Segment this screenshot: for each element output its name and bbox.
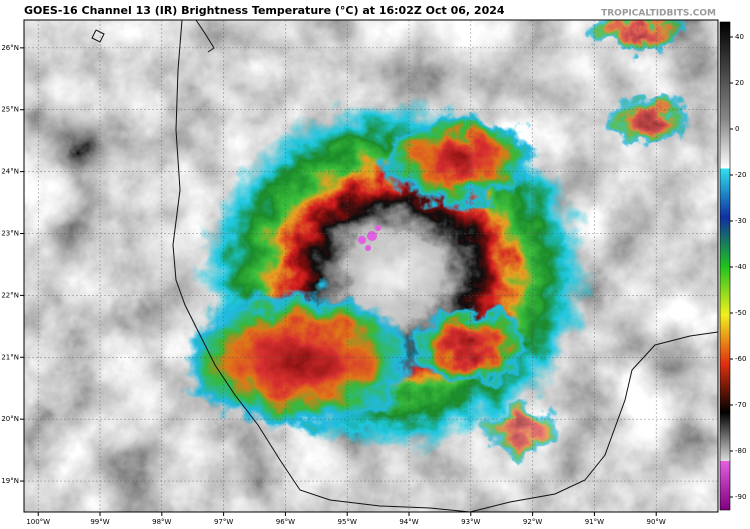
- cold-tops: [358, 225, 381, 251]
- y-tick-label: 23°N: [1, 230, 19, 238]
- y-tick-label: 24°N: [1, 168, 19, 176]
- x-tick-label: 93°W: [461, 518, 480, 526]
- x-tick-label: 99°W: [90, 518, 109, 526]
- y-tick-label: 20°N: [1, 415, 19, 423]
- coastline: [91, 20, 718, 512]
- y-tick-label: 19°N: [1, 477, 19, 485]
- x-tick-label: 95°W: [338, 518, 357, 526]
- y-tick-label: 25°N: [1, 106, 19, 114]
- y-tick-label: 21°N: [1, 353, 19, 361]
- colorbar-tick-label: 40: [735, 33, 744, 41]
- colorbar-tick-label: -30: [735, 217, 746, 225]
- x-tick-label: 97°W: [214, 518, 233, 526]
- x-tick-label: 94°W: [399, 518, 418, 526]
- colorbar-tick-label: 20: [735, 79, 744, 87]
- y-tick-label: 26°N: [1, 44, 19, 52]
- satellite-image: [24, 20, 718, 512]
- axes: 100°W 99°W 98°W 97°W 96°W 95°W 94°W 93°W 92°W 91°…: [1, 20, 746, 526]
- colorbar-tick-label: -20: [735, 171, 746, 179]
- watermark: TROPICALTIDBITS.COM: [601, 9, 716, 19]
- colorbar-tick-label: -80: [735, 447, 746, 455]
- x-tick-label: 98°W: [152, 518, 171, 526]
- colorbar-tick-label: -60: [735, 355, 746, 363]
- colorbar-tick-label: -90: [735, 493, 746, 501]
- storm: [180, 20, 690, 455]
- x-tick-label: 96°W: [276, 518, 295, 526]
- colorbar-tick-label: 0: [735, 125, 739, 133]
- title: GOES-16 Channel 13 (IR) Brightness Tempe…: [24, 4, 505, 17]
- x-tick-label: 91°W: [585, 518, 604, 526]
- x-tick-label: 100°W: [26, 518, 50, 526]
- x-tick-label: 90°W: [647, 518, 666, 526]
- x-tick-label: 92°W: [523, 518, 542, 526]
- y-tick-label: 22°N: [1, 291, 19, 299]
- colorbar: [719, 21, 731, 511]
- colorbar-tick-label: -40: [735, 263, 746, 271]
- map-frame: [23, 19, 719, 513]
- colorbar-tick-label: -70: [735, 401, 746, 409]
- colorbar-tick-label: -50: [735, 309, 746, 317]
